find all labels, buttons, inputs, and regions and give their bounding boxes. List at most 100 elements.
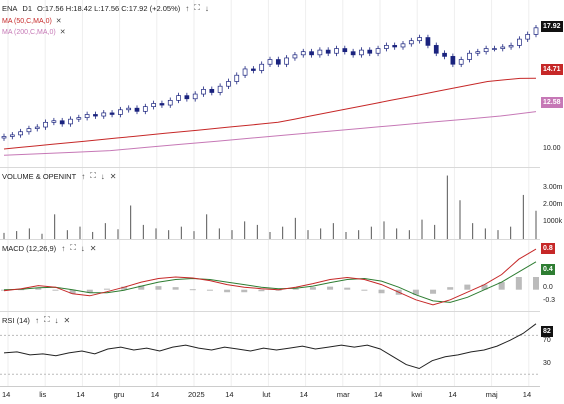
candle-body — [101, 112, 107, 117]
candle-body — [392, 45, 398, 48]
macd-histogram-bar — [344, 287, 351, 290]
time-axis[interactable]: 14 lis 14 gru 14 2025 14 lut 14 mar 14 kwi 14 maj 14 — [0, 386, 540, 404]
ma50-line — [3, 77, 537, 150]
pane-divider[interactable] — [0, 311, 540, 312]
ma200-legend-label: MA (200,C,MA,0) — [2, 28, 56, 36]
ma50-close-icon[interactable]: ✕ — [55, 18, 62, 25]
candle-body — [292, 54, 298, 59]
macd-histogram-bar — [292, 288, 299, 290]
volume-expand-icon[interactable]: ⛶ — [90, 171, 96, 180]
macd-up-icon[interactable]: ↑ — [61, 243, 66, 253]
price-header: ENA D1 O:17.56 H:18.42 L:17.56 C:17.92 (… — [2, 3, 209, 13]
time-axis-tick: maj — [485, 390, 498, 399]
time-axis-tick: 14 — [225, 390, 234, 399]
candle-body — [267, 59, 273, 65]
candle-body — [251, 68, 256, 71]
macd-down-icon[interactable]: ↓ — [80, 243, 85, 253]
candle-body — [334, 48, 339, 54]
volume-pane[interactable]: VOLUME & OPENINT ↑ ⛶ ↓ ✕ 3.00m 2.00m 100… — [0, 168, 564, 240]
rsi-expand-icon[interactable]: ⛶ — [43, 315, 50, 324]
macd-signal-tag: 0.4 — [541, 264, 555, 275]
rsi-up-icon[interactable]: ↑ — [34, 315, 39, 325]
time-axis-tick: 14 — [448, 390, 457, 399]
volume-title: VOLUME & OPENINT — [2, 171, 77, 181]
candle-body — [76, 117, 82, 120]
pane-divider[interactable] — [0, 167, 540, 168]
rsi-down-icon[interactable]: ↓ — [54, 315, 59, 325]
volume-chart[interactable] — [0, 168, 564, 240]
rsi-chart[interactable] — [0, 312, 564, 386]
time-axis-tick: 2025 — [188, 390, 205, 399]
volume-down-icon[interactable]: ↓ — [100, 171, 105, 181]
price-chart[interactable] — [0, 0, 564, 168]
macd-tick-0: 0.0 — [543, 284, 553, 291]
volume-up-icon[interactable]: ↑ — [81, 171, 86, 181]
expand-icon[interactable]: ⛶ — [194, 3, 200, 12]
candle-body — [118, 109, 123, 115]
time-axis-tick: 14 — [150, 390, 160, 399]
rsi-pane[interactable]: RSI (14) ↑ ⛶ ↓ ✕ 82 70 30 — [0, 312, 564, 386]
candle-body — [425, 37, 431, 46]
macd-histogram-bar — [533, 277, 539, 290]
candle-body — [84, 114, 90, 118]
candle-body — [234, 74, 240, 82]
candle-body — [209, 89, 215, 93]
macd-close-icon[interactable]: ✕ — [89, 243, 97, 253]
time-axis-tick: kwi — [411, 390, 423, 399]
macd-value-tag: 0.8 — [541, 243, 555, 254]
candle-body — [325, 49, 331, 54]
candle-body — [259, 63, 265, 71]
candle-body — [18, 131, 23, 136]
price-pane[interactable]: ENA D1 O:17.56 H:18.42 L:17.56 C:17.92 (… — [0, 0, 564, 168]
macd-histogram-bar — [172, 287, 179, 290]
rsi-close-icon[interactable]: ✕ — [63, 315, 71, 325]
move-down-icon[interactable]: ↓ — [204, 3, 209, 13]
macd-histogram-bar — [35, 287, 42, 290]
rsi-line — [3, 323, 537, 370]
candle-body — [517, 38, 522, 46]
candle-body — [176, 95, 181, 101]
macd-histogram-bar — [189, 289, 196, 291]
move-up-icon[interactable]: ↑ — [185, 3, 190, 13]
ohlc-readout: O:17.56 H:18.42 L:17.56 C:17.92 (+2.05%) — [37, 3, 181, 13]
ma50-legend-label: MA (50,C,MA,0) — [2, 17, 52, 25]
candle-body — [408, 40, 414, 45]
candle-body — [483, 48, 489, 53]
macd-histogram-bar — [224, 289, 231, 293]
candle-body — [533, 27, 539, 35]
macd-expand-icon[interactable]: ⛶ — [70, 243, 76, 252]
candle-body — [400, 43, 406, 48]
candle-body — [201, 89, 206, 95]
ma200-value-tag: 12.58 — [541, 97, 563, 108]
candle-body — [300, 51, 306, 56]
candle-body — [9, 134, 15, 137]
volume-close-icon[interactable]: ✕ — [109, 171, 117, 181]
candle-body — [217, 85, 223, 93]
macd-chart[interactable] — [0, 240, 564, 312]
pane-divider[interactable] — [0, 239, 540, 240]
volume-tick-1000k: 1000k — [543, 218, 563, 225]
rsi-value-tag: 82 — [541, 326, 553, 337]
candle-body — [26, 128, 32, 133]
macd-histogram-bar — [52, 289, 59, 291]
time-axis-tick: 14 — [76, 390, 85, 399]
candle-body — [384, 45, 389, 49]
candle-body — [184, 95, 190, 100]
macd-pane[interactable]: MACD (12,26,9) ↑ ⛶ ↓ ✕ 0.8 0.4 0.0 -0.3 — [0, 240, 564, 312]
macd-histogram-bar — [275, 289, 282, 291]
macd-histogram-bar — [378, 289, 385, 294]
candle-body — [34, 126, 40, 129]
candle-body — [68, 118, 73, 125]
ma200-close-icon[interactable]: ✕ — [59, 29, 66, 36]
candle-body — [367, 49, 373, 54]
candle-body — [492, 48, 497, 50]
candle-body — [226, 81, 231, 87]
candle-body — [51, 120, 57, 123]
time-axis-tick: lut — [262, 390, 271, 399]
macd-histogram-bar — [447, 287, 454, 290]
candle-body — [525, 34, 531, 40]
macd-title: MACD (12,26,9) — [2, 243, 57, 253]
candle-body — [109, 112, 115, 115]
candle-body — [458, 59, 464, 65]
macd-signal-line — [3, 261, 537, 303]
